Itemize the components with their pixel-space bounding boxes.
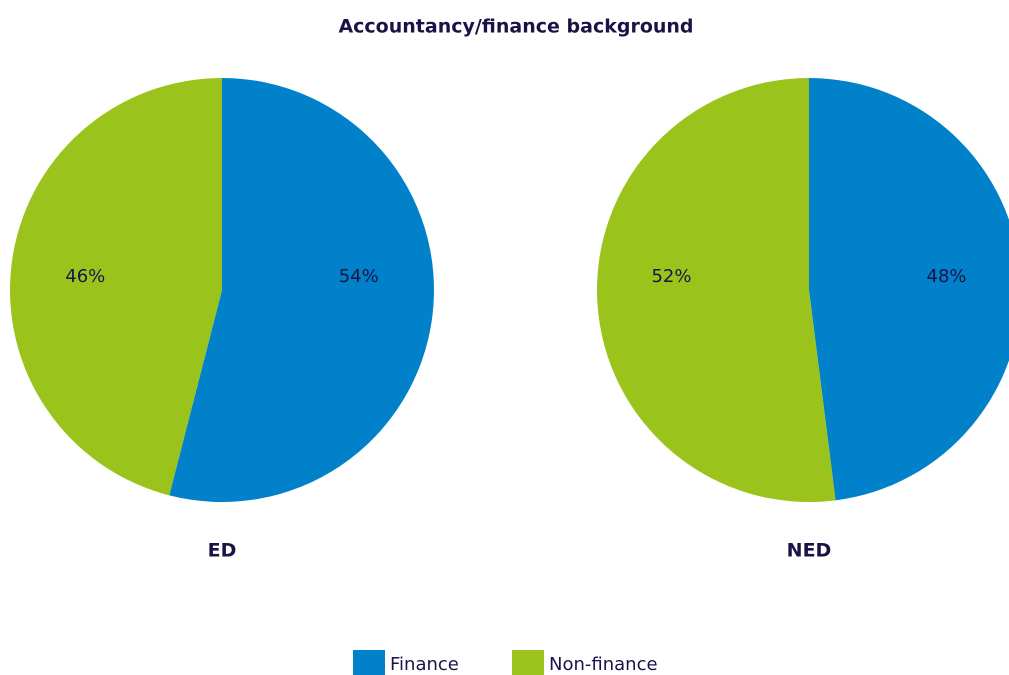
pie-label: NED bbox=[787, 540, 832, 562]
pie-slice bbox=[597, 78, 836, 502]
chart-title: Accountancy/finance background bbox=[338, 16, 693, 38]
pie-slice bbox=[809, 78, 1009, 501]
pie-label: ED bbox=[208, 540, 237, 562]
pie-slice bbox=[169, 78, 434, 502]
legend-label: Finance bbox=[390, 654, 459, 675]
pie-slice bbox=[9, 77, 223, 496]
slice-label: 48% bbox=[927, 266, 967, 287]
slice-label: 46% bbox=[65, 266, 105, 287]
slice-label: 52% bbox=[651, 266, 691, 287]
legend-label: Non-finance bbox=[549, 654, 658, 675]
legend-swatch bbox=[512, 650, 544, 675]
slice-label: 54% bbox=[339, 266, 379, 287]
legend-swatch bbox=[353, 650, 385, 675]
